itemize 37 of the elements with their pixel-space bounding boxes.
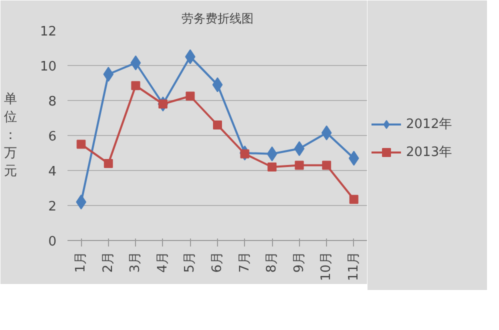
point (348, 150, 360, 166)
point (322, 160, 332, 170)
point (213, 120, 222, 130)
legend-label: 2013年 (406, 144, 452, 161)
y-tick-label: 8 (48, 94, 57, 110)
x-tick-label: 1月 (74, 251, 89, 273)
x-tick-label: 11月 (346, 251, 362, 282)
x-tick-label: 3月 (128, 251, 144, 273)
x-tick-label: 6月 (210, 251, 225, 273)
x-tick-label: 7月 (237, 251, 252, 273)
y-tick-label: 2 (48, 200, 57, 214)
chart-title: 劳务费折线图 (182, 12, 254, 26)
x-tick-label: 9月 (292, 251, 307, 273)
y-tick-label: 6 (48, 130, 57, 144)
point (186, 92, 195, 101)
x-tick-label: 4月 (155, 251, 170, 273)
point (349, 194, 358, 204)
point (268, 162, 277, 172)
point (131, 81, 140, 90)
point (321, 125, 332, 140)
y-tick-label: 0 (48, 234, 57, 250)
x-tick-label: 5月 (182, 251, 198, 273)
y-tick-label: 4 (48, 164, 57, 180)
point (266, 146, 278, 162)
legend-label: 2012年 (406, 116, 452, 133)
point (294, 160, 304, 170)
point (76, 140, 86, 149)
y-tick-label: 12 (40, 24, 57, 40)
x-tick-label: 10月 (319, 251, 334, 282)
y-tick-label: 10 (40, 60, 57, 74)
point (212, 77, 223, 92)
point (104, 159, 113, 168)
point (76, 194, 86, 210)
y-axis-title: 单位：万元 (4, 92, 17, 179)
x-tick-label: 8月 (264, 251, 280, 273)
x-tick-label: 2月 (100, 251, 116, 273)
point (103, 66, 114, 82)
